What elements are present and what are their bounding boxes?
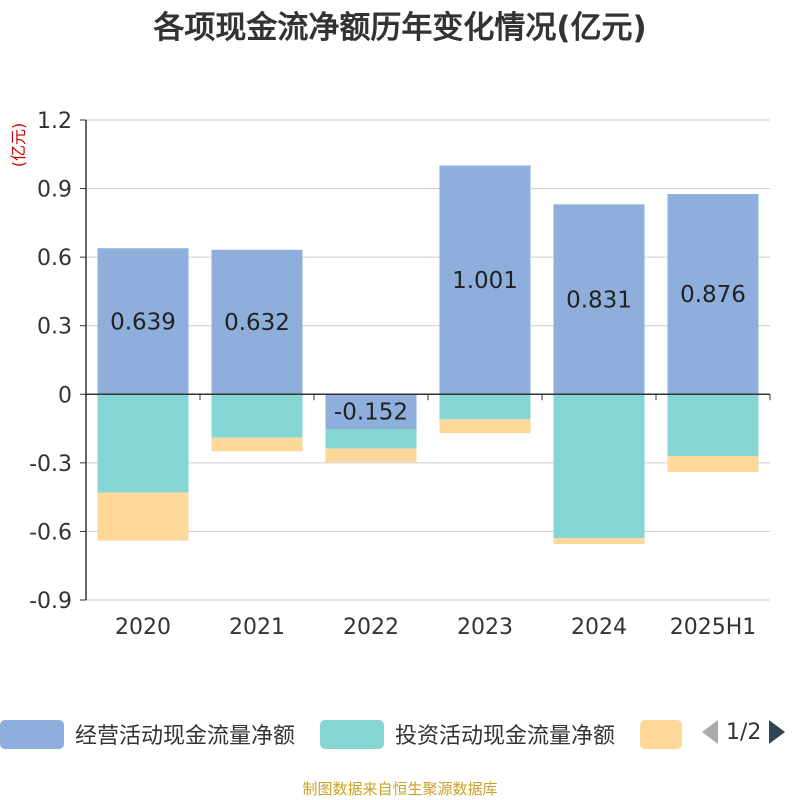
y-tick-label: 1.2 (37, 109, 72, 134)
bar-segment (553, 204, 645, 395)
y-tick-label: -0.3 (29, 452, 72, 477)
data-label: 0.632 (224, 310, 290, 336)
y-unit-label: (亿元) (9, 123, 28, 168)
data-label: -0.152 (334, 400, 408, 426)
y-tick-label: 0 (58, 383, 72, 408)
y-tick-label: -0.6 (29, 520, 72, 545)
y-tick-label: 0.3 (37, 315, 72, 340)
x-tick-label: 2025H1 (670, 615, 757, 640)
bar-segment (667, 194, 759, 395)
legend-label-operating: 经营活动现金流量净额 (75, 724, 296, 749)
bar-segment (553, 538, 645, 544)
bar-segment (97, 492, 189, 541)
bar-segment (211, 394, 303, 438)
y-tick-label: 0.9 (37, 178, 72, 203)
x-tick-label: 2023 (457, 615, 513, 640)
cashflow-chart: 0.639 0.632 -0.152 1.001 0.831 0.876 1.2 0.9 0.… (9, 109, 771, 640)
legend-swatch-third (640, 719, 682, 749)
data-label: 0.831 (566, 287, 632, 313)
legend-item-operating[interactable]: 经营活动现金流量净额 (0, 714, 295, 754)
x-tick-label: 2020 (115, 615, 171, 640)
y-tick-label: -0.9 (29, 589, 72, 614)
legend-swatch-investing (320, 719, 384, 749)
bar-segment (325, 429, 417, 449)
legend-pager: 1/2 (700, 718, 787, 746)
legend-item-investing[interactable]: 投资活动现金流量净额 (320, 714, 615, 754)
source-note: 制图数据来自恒生聚源数据库 (302, 780, 498, 798)
data-label: 1.001 (452, 268, 518, 294)
prev-page-icon[interactable] (700, 718, 720, 746)
legend-page-indicator: 1/2 (726, 719, 762, 745)
legend-swatch-operating (0, 719, 64, 749)
bar-segment (97, 248, 189, 395)
bar-segment (211, 437, 303, 452)
x-tick-label: 2022 (343, 615, 399, 640)
next-page-icon[interactable] (767, 718, 787, 746)
bar-segment (667, 394, 759, 456)
data-label: 0.876 (680, 282, 746, 308)
bar-segment (325, 448, 417, 463)
bar-segment (439, 419, 531, 434)
bar-segment (211, 249, 303, 395)
bar-segment (553, 394, 645, 539)
bar-segment (439, 165, 531, 395)
legend: 经营活动现金流量净额 投资活动现金流量净额 1/2 (0, 714, 800, 758)
bar-segment (97, 394, 189, 493)
bar-segment (325, 394, 417, 430)
legend-item-third[interactable] (640, 714, 682, 754)
y-tick-label: 0.6 (37, 246, 72, 271)
x-tick-label: 2021 (229, 615, 285, 640)
chart-title: 各项现金流净额历年变化情况(亿元) (153, 10, 647, 46)
bar-segment (439, 394, 531, 420)
x-tick-label: 2024 (571, 615, 627, 640)
legend-label-investing: 投资活动现金流量净额 (395, 724, 616, 749)
bar-segment (667, 456, 759, 472)
data-label: 0.639 (110, 309, 176, 335)
